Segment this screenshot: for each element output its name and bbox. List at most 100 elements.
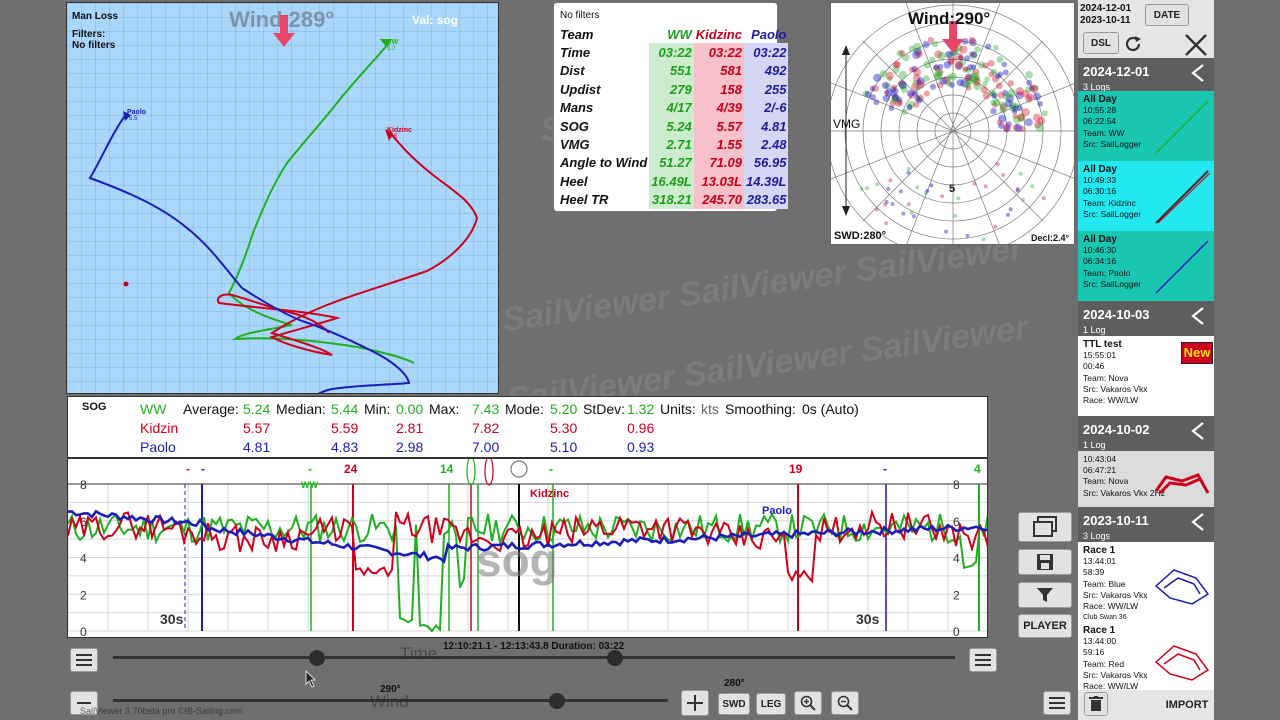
stats-row: Dist 551 581 492	[558, 61, 789, 81]
sog-units-value[interactable]: kts	[701, 401, 719, 417]
chevron-left-icon[interactable]	[1187, 305, 1209, 327]
polar-point	[1015, 91, 1024, 100]
polar-point	[906, 104, 913, 111]
log-card-race1-red[interactable]: Race 1 13:44:00 59:16 Team: Red Src: Vak…	[1078, 622, 1214, 690]
polar-point	[990, 107, 997, 115]
log-card-nova-2hz[interactable]: 10:43:04 06:47:21 Team: Nova Src: Vakaro…	[1078, 451, 1214, 507]
stats-cell: 5.57	[693, 116, 744, 136]
polar-plot[interactable]: Wind:290° VMG 5 SWD:280° Decl:2.4°	[830, 2, 1075, 245]
chevron-left-icon[interactable]	[1187, 62, 1209, 84]
polar-wind: Wind:290°	[908, 9, 991, 28]
leg-button[interactable]: LEG	[756, 693, 786, 715]
log-group-2024-10-02[interactable]: 2024-10-02 1 Log	[1078, 416, 1214, 451]
log-group-2024-12-01[interactable]: 2024-12-01 3 Logs	[1078, 58, 1214, 92]
log-group-2023-10-11[interactable]: 2023-10-11 3 Logs	[1078, 507, 1214, 542]
polar-point	[983, 184, 988, 189]
polar-point	[943, 60, 952, 69]
close-icon[interactable]	[1181, 30, 1211, 60]
log-group-date: 2024-10-02	[1083, 422, 1150, 437]
player-button[interactable]: PLAYER	[1018, 614, 1072, 638]
polar-point	[1008, 101, 1017, 109]
log-card-paolo[interactable]: All Day 10:46:30 06:34:16 Team: Paolo Sr…	[1078, 231, 1214, 301]
polar-point	[945, 79, 953, 87]
polar-point	[898, 189, 903, 194]
polar-point	[916, 95, 923, 102]
log-card-kidzinc[interactable]: All Day 10:49:33 06:30:16 Team: Kidzinc …	[1078, 161, 1214, 231]
refresh-icon[interactable]	[1118, 31, 1148, 57]
time-slider-end-handle[interactable]	[607, 650, 623, 666]
polar-point	[995, 73, 1001, 80]
filter-icon[interactable]	[1018, 582, 1072, 608]
polar-point	[1012, 103, 1020, 110]
import-button[interactable]: IMPORT	[1165, 699, 1209, 711]
wind-slider-handle[interactable]	[549, 693, 565, 709]
wind-slider-left-value: 290°	[380, 684, 401, 695]
time-slider-start-handle[interactable]	[309, 650, 325, 666]
stats-cell: Time	[560, 45, 591, 61]
trash-icon[interactable]	[1084, 692, 1108, 716]
log-card-ttl-test[interactable]: TTL test 15:55:01 00:46 Team: Nova Src: …	[1078, 336, 1214, 416]
chevron-left-icon[interactable]	[1187, 420, 1209, 442]
polar-point	[963, 80, 971, 89]
polar-point	[970, 51, 978, 58]
polar-point	[908, 100, 916, 108]
polar-point	[1004, 99, 1013, 108]
map-filters-value: No filters	[72, 40, 116, 51]
sog-head-units: Units:	[660, 401, 696, 417]
stats-cell: 03:22	[743, 43, 789, 62]
polar-point	[952, 56, 959, 62]
graph-series-label-ww: WW	[301, 480, 318, 490]
polar-point	[888, 178, 893, 183]
log-card-race1-blue[interactable]: Race 1 13:44:01 58:39 Team: Blue Src: Va…	[1078, 542, 1214, 622]
sog-val: 5.10	[550, 439, 578, 455]
sog-smoothing-value[interactable]: 0s (Auto)	[802, 401, 859, 417]
swd-button[interactable]: SWD	[718, 693, 750, 715]
log-group-2024-10-03[interactable]: 2024-10-03 1 Log	[1078, 301, 1214, 336]
polar-point	[962, 66, 969, 73]
polar-point	[902, 54, 910, 62]
polar-point	[892, 88, 899, 95]
map-value-mode[interactable]: Val: sog	[412, 13, 459, 27]
polar-point	[884, 89, 890, 96]
stats-col-kidzinc: Kidzinc	[695, 26, 742, 42]
chevron-left-icon[interactable]	[1187, 511, 1209, 533]
plus-icon[interactable]	[681, 690, 709, 716]
menu-icon[interactable]	[969, 648, 997, 672]
menu-icon[interactable]	[70, 648, 98, 672]
wind-slider-track[interactable]	[113, 699, 668, 702]
polar-point	[923, 191, 928, 195]
log-card-ww[interactable]: All Day 10:55:28 06:22:54 Team: WW Src: …	[1078, 91, 1214, 161]
polar-point	[874, 207, 879, 212]
card-line: 06:34:16	[1083, 256, 1117, 267]
date-button[interactable]: DATE	[1145, 4, 1189, 26]
polar-point	[873, 99, 880, 106]
polar-svg	[831, 3, 1074, 244]
polar-point	[869, 86, 875, 92]
polar-point	[891, 94, 899, 101]
sog-head-mode: Mode:	[505, 401, 544, 417]
polar-point	[1002, 92, 1011, 101]
stats-cell: 318.21	[649, 190, 694, 209]
save-icon[interactable]	[1018, 549, 1072, 575]
dsl-button[interactable]: DSL	[1083, 32, 1119, 54]
zoom-out-minus-icon[interactable]	[70, 691, 98, 715]
polar-point	[913, 42, 922, 51]
track-map[interactable]: Man Loss Filters: No filters Wind 289° V…	[66, 2, 499, 394]
polar-point	[912, 50, 921, 59]
sog-time-graph[interactable]: 8 8 6 6 4 4 2 2 0 0- -24-14-19-4 sog 30s 30s Kidzi…	[67, 458, 988, 638]
polar-point	[892, 65, 900, 74]
zoom-in-icon[interactable]	[794, 691, 822, 715]
layers-icon[interactable]	[1018, 512, 1072, 542]
zoom-out-icon[interactable]	[831, 691, 859, 715]
stats-cell: Updist	[560, 81, 601, 97]
map-title: Man Loss	[72, 11, 119, 22]
polar-point	[954, 60, 963, 69]
menu-icon[interactable]	[1043, 691, 1071, 715]
graph-right-window: 30s	[856, 611, 880, 627]
polar-point	[916, 97, 923, 104]
card-line: Team: Nova	[1083, 476, 1129, 487]
time-slider-track[interactable]	[113, 656, 955, 659]
polar-point	[1032, 85, 1039, 92]
polar-point	[990, 68, 998, 76]
polar-point	[1015, 188, 1020, 193]
